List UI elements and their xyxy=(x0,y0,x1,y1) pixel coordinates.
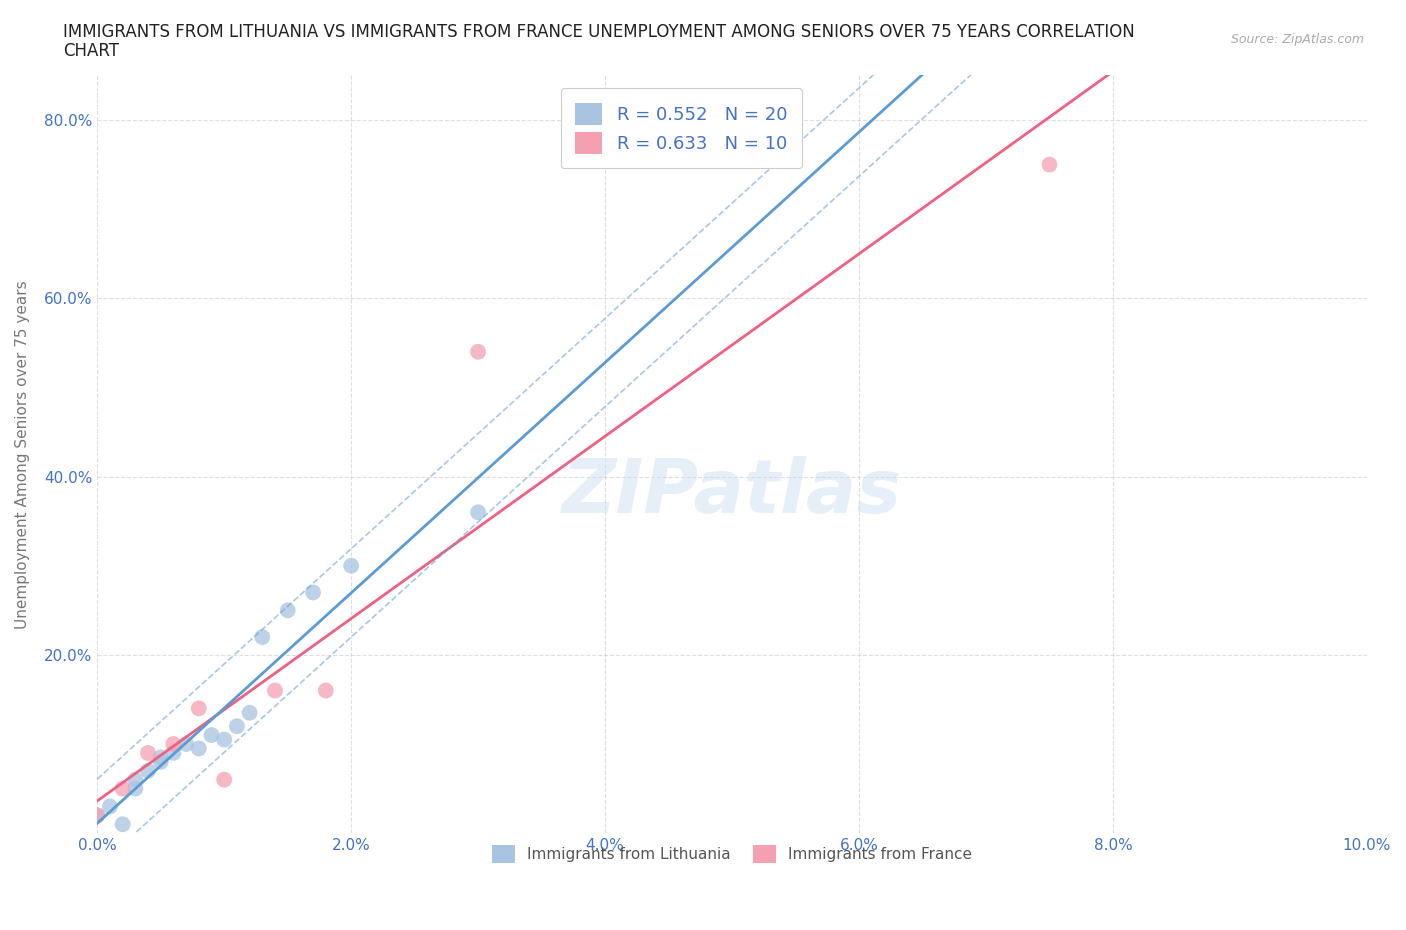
Legend: Immigrants from Lithuania, Immigrants from France: Immigrants from Lithuania, Immigrants fr… xyxy=(484,837,980,871)
Point xyxy=(252,630,274,644)
Point xyxy=(1038,157,1060,172)
Point xyxy=(212,732,235,747)
Point xyxy=(98,799,121,814)
Point xyxy=(467,344,489,359)
Point xyxy=(302,585,325,600)
Point xyxy=(467,505,489,520)
Point xyxy=(187,701,209,716)
Point xyxy=(239,705,262,720)
Text: ZIPatlas: ZIPatlas xyxy=(562,456,903,528)
Point xyxy=(264,684,287,698)
Point xyxy=(136,764,159,778)
Text: CHART: CHART xyxy=(63,42,120,60)
Point xyxy=(277,603,299,618)
Y-axis label: Unemployment Among Seniors over 75 years: Unemployment Among Seniors over 75 years xyxy=(15,280,30,629)
Point xyxy=(162,737,184,751)
Point xyxy=(162,746,184,761)
Point xyxy=(124,781,146,796)
Point xyxy=(340,558,363,573)
Text: IMMIGRANTS FROM LITHUANIA VS IMMIGRANTS FROM FRANCE UNEMPLOYMENT AMONG SENIORS O: IMMIGRANTS FROM LITHUANIA VS IMMIGRANTS … xyxy=(63,23,1135,41)
Point xyxy=(174,737,197,751)
Point xyxy=(111,817,134,831)
Point xyxy=(225,719,247,734)
Point xyxy=(111,781,134,796)
Point xyxy=(86,808,108,823)
Point xyxy=(86,808,108,823)
Point xyxy=(187,741,209,756)
Point xyxy=(124,772,146,787)
Point xyxy=(136,746,159,761)
Point xyxy=(149,754,172,769)
Point xyxy=(200,727,222,742)
Point xyxy=(212,772,235,787)
Point xyxy=(149,750,172,764)
Point xyxy=(315,684,337,698)
Text: Source: ZipAtlas.com: Source: ZipAtlas.com xyxy=(1230,33,1364,46)
